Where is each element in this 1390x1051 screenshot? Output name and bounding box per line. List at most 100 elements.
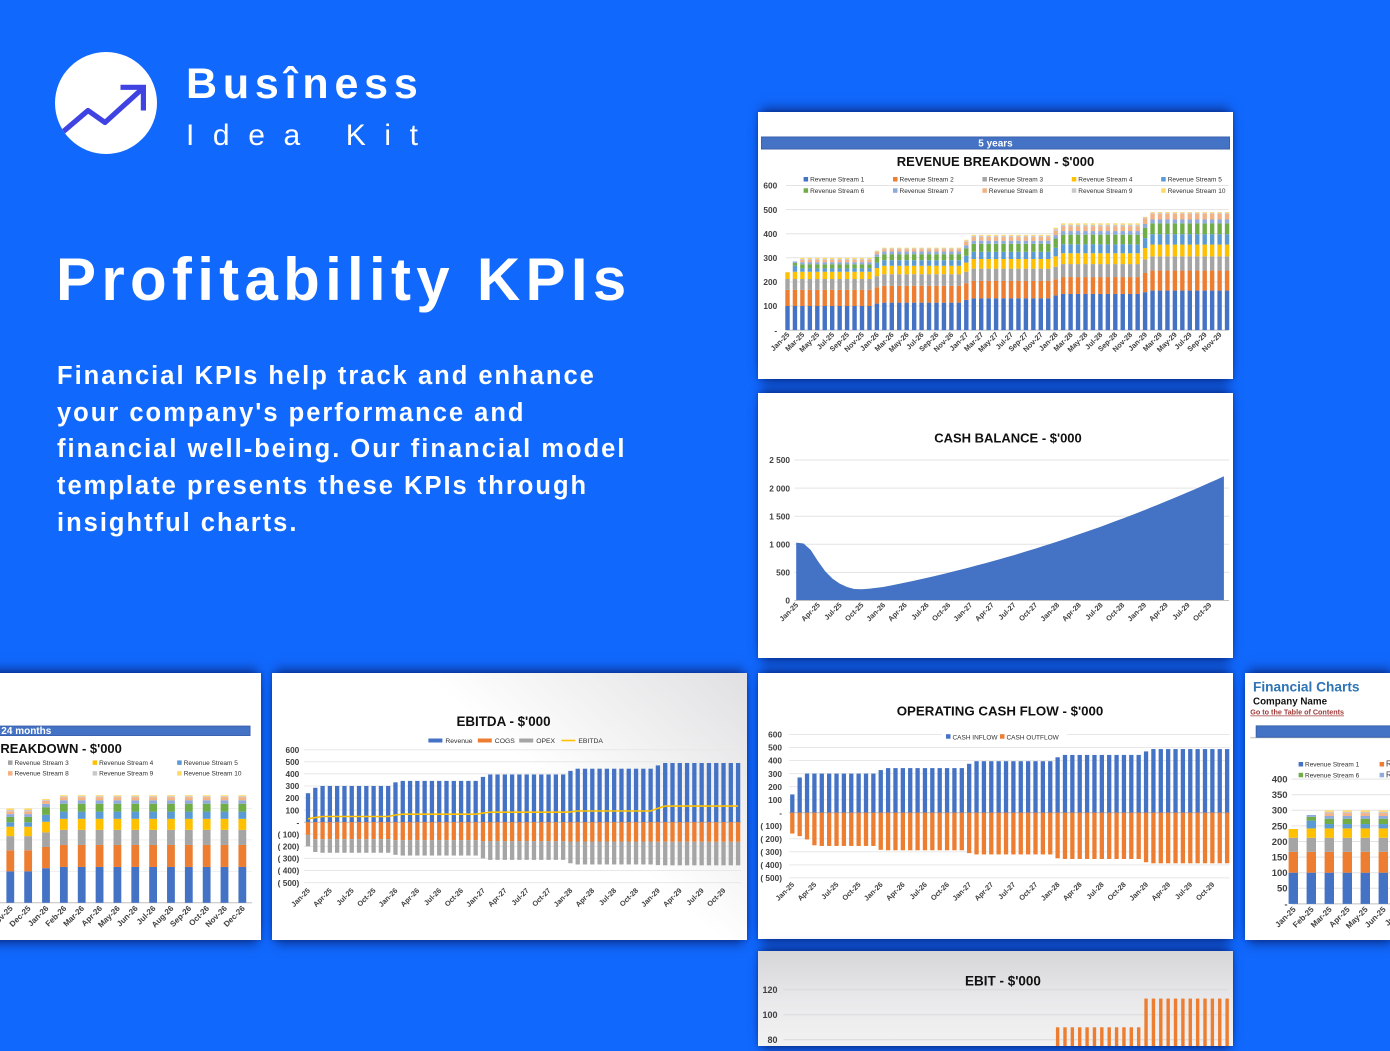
svg-text:( 400): ( 400) (278, 865, 300, 875)
svg-text:( 200): ( 200) (760, 833, 782, 843)
svg-text:2 500: 2 500 (769, 455, 790, 465)
svg-text:Revenue Stream 6: Revenue Stream 6 (1305, 772, 1360, 779)
svg-text:( 400): ( 400) (760, 860, 782, 870)
svg-text:0: 0 (785, 595, 790, 605)
svg-text:OPERATING CASH FLOW - $'000: OPERATING CASH FLOW - $'000 (897, 703, 1104, 718)
svg-text:150: 150 (1272, 852, 1288, 863)
svg-text:-: - (1285, 899, 1288, 910)
svg-text:Jan-28: Jan-28 (1038, 600, 1061, 623)
svg-text:400: 400 (763, 229, 777, 239)
svg-text:500: 500 (763, 205, 777, 215)
svg-text:Apr-28: Apr-28 (1061, 880, 1084, 903)
svg-text:-: - (779, 807, 782, 817)
svg-text:Jan-29: Jan-29 (1127, 880, 1150, 903)
svg-text:400: 400 (768, 755, 782, 765)
svg-text:Revenue Stream 9: Revenue Stream 9 (1078, 188, 1133, 195)
svg-text:Apr-25: Apr-25 (799, 600, 822, 623)
svg-text:Oct-27: Oct-27 (1017, 600, 1039, 622)
svg-text:Apr-26: Apr-26 (886, 600, 909, 623)
svg-text:Revenue Stream 8: Revenue Stream 8 (14, 770, 69, 777)
svg-text:EBIT - $'000: EBIT - $'000 (965, 973, 1041, 988)
svg-text:100: 100 (763, 301, 777, 311)
svg-text:Jul-28: Jul-28 (597, 886, 618, 907)
svg-text:Jul-25: Jul-25 (819, 880, 840, 901)
svg-text:120: 120 (762, 985, 777, 995)
svg-text:Oct-28: Oct-28 (618, 886, 640, 908)
svg-text:Jul-25: Jul-25 (822, 600, 843, 621)
svg-text:Jul-29: Jul-29 (1170, 600, 1191, 621)
svg-text:Revenue Stream 2: Revenue Stream 2 (900, 177, 955, 184)
svg-text:100: 100 (762, 1010, 777, 1020)
svg-text:Jul-25: Jul-25 (335, 886, 356, 907)
svg-text:CASH OUTFLOW: CASH OUTFLOW (1006, 734, 1059, 741)
svg-text:Apr-29: Apr-29 (1149, 880, 1172, 903)
svg-text:Apr-27: Apr-27 (973, 880, 996, 903)
svg-text:Jan-29: Jan-29 (640, 886, 663, 909)
svg-text:COGS: COGS (495, 738, 515, 745)
svg-text:CASH INFLOW: CASH INFLOW (952, 734, 998, 741)
svg-text:Oct-29: Oct-29 (1194, 880, 1216, 902)
svg-text:Jun-26: Jun-26 (115, 903, 140, 928)
svg-text:Revenue: Revenue (446, 738, 473, 745)
svg-text:Apr-27: Apr-27 (486, 886, 509, 909)
svg-text:300: 300 (763, 253, 777, 263)
svg-text:300: 300 (768, 768, 782, 778)
svg-text:Jan-27: Jan-27 (951, 600, 974, 623)
svg-text:100: 100 (768, 794, 782, 804)
svg-text:Jan-28: Jan-28 (552, 886, 575, 909)
svg-text:Oct-29: Oct-29 (1191, 600, 1213, 622)
svg-text:Jul-29: Jul-29 (685, 886, 706, 907)
svg-text:( 300): ( 300) (278, 853, 300, 863)
svg-text:Apr-25: Apr-25 (796, 880, 819, 903)
svg-text:Apr-29: Apr-29 (1147, 600, 1170, 623)
svg-text:Jan-26: Jan-26 (864, 600, 887, 623)
svg-text:600: 600 (286, 744, 300, 754)
svg-text:500: 500 (768, 742, 782, 752)
svg-text:100: 100 (286, 805, 300, 815)
svg-text:EBITDA: EBITDA (579, 738, 604, 745)
svg-text:Revenue Stream 10: Revenue Stream 10 (1168, 188, 1226, 195)
svg-text:80: 80 (767, 1035, 777, 1045)
svg-text:600: 600 (763, 181, 777, 191)
svg-text:1 000: 1 000 (769, 539, 790, 549)
svg-text:Company Name: Company Name (1253, 696, 1328, 707)
svg-text:200: 200 (768, 781, 782, 791)
svg-text:400: 400 (1272, 774, 1288, 785)
svg-text:CASH BALANCE - $'000: CASH BALANCE - $'000 (934, 430, 1082, 445)
svg-text:2 000: 2 000 (769, 483, 790, 493)
svg-text:Oct-25: Oct-25 (840, 880, 862, 902)
svg-text:Jul-26: Jul-26 (909, 600, 930, 621)
svg-text:( 200): ( 200) (278, 841, 300, 851)
svg-text:Jan-26: Jan-26 (862, 880, 885, 903)
svg-text:R: R (1386, 770, 1390, 779)
svg-text:Revenue Stream 6: Revenue Stream 6 (810, 188, 865, 195)
svg-text:REVENUE BREAKDOWN - $'000: REVENUE BREAKDOWN - $'000 (0, 741, 122, 756)
svg-text:Jan-26: Jan-26 (377, 886, 400, 909)
svg-text:Jul-27: Jul-27 (996, 880, 1017, 901)
svg-text:Jan-27: Jan-27 (950, 880, 973, 903)
svg-text:Go to the Table of Contents: Go to the Table of Contents (1251, 707, 1345, 716)
svg-text:Apr-28: Apr-28 (1060, 600, 1083, 623)
svg-text:Apr-28: Apr-28 (574, 886, 597, 909)
svg-text:Jan-25: Jan-25 (774, 880, 797, 903)
svg-text:-: - (774, 325, 777, 335)
svg-text:R: R (1386, 759, 1390, 768)
svg-text:500: 500 (776, 567, 790, 577)
svg-text:Revenue Stream 5: Revenue Stream 5 (1168, 177, 1223, 184)
svg-text:50: 50 (1277, 883, 1288, 894)
svg-text:REVENUE BREAKDOWN - $'000: REVENUE BREAKDOWN - $'000 (897, 154, 1094, 169)
svg-text:Jul-27: Jul-27 (996, 600, 1017, 621)
svg-text:Revenue Stream 4: Revenue Stream 4 (99, 759, 154, 766)
svg-text:OPEX: OPEX (537, 738, 556, 745)
svg-text:( 100): ( 100) (760, 820, 782, 830)
svg-text:( 300): ( 300) (760, 846, 782, 856)
svg-text:Oct-28: Oct-28 (1105, 880, 1127, 902)
svg-text:24 months: 24 months (1, 725, 51, 736)
svg-text:Revenue Stream 7: Revenue Stream 7 (900, 188, 955, 195)
svg-text:Oct-26: Oct-26 (443, 886, 465, 908)
svg-text:Revenue Stream 3: Revenue Stream 3 (14, 759, 69, 766)
svg-text:-: - (297, 817, 300, 827)
svg-text:500: 500 (286, 757, 300, 767)
svg-text:Apr-26: Apr-26 (884, 880, 907, 903)
svg-text:200: 200 (286, 793, 300, 803)
